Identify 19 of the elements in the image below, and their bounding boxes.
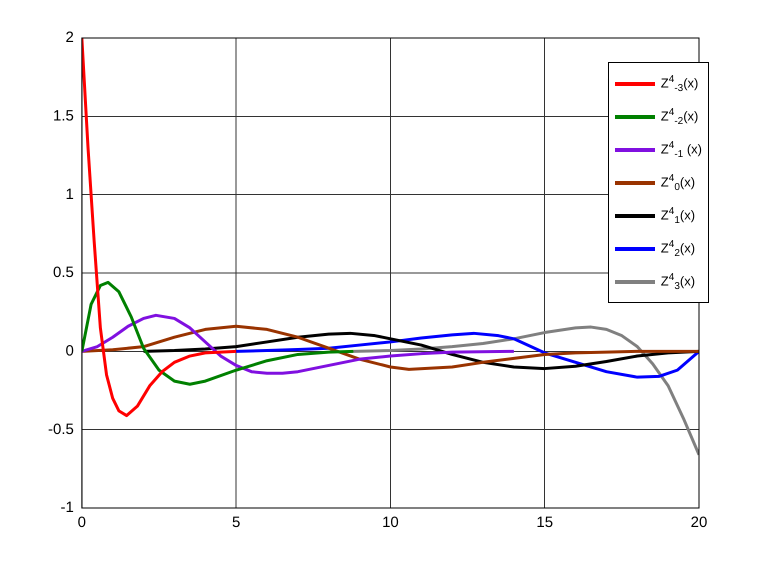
x-tick-label: 15 [536, 514, 554, 532]
y-tick-label: 1 [66, 186, 74, 203]
y-tick-label: 2 [66, 29, 74, 46]
x-tick-label: 20 [690, 514, 708, 532]
legend-label: Z$^{4}$$_{-2}$(x) [660, 106, 698, 126]
legend-label: Z$^{4}$$_{3}$(x) [660, 272, 696, 292]
y-tick-label: -0.5 [48, 420, 74, 438]
y-tick-label: 0 [66, 342, 74, 360]
y-tick-label: -1 [60, 499, 74, 516]
x-tick-label: 0 [78, 514, 86, 532]
y-tick-label: 1.5 [52, 107, 74, 124]
x-tick-label: 5 [232, 514, 240, 532]
legend-label: Z$^{4}$$_{2}$(x) [660, 238, 696, 258]
legend-label: Z$^{4}$$_{-1}$ (x) [660, 140, 702, 160]
y-tick-label: 0.5 [52, 264, 74, 282]
legend-label: Z$^{4}$$_{0}$(x) [660, 172, 696, 192]
legend-label: Z$^{4}$$_{-3}$(x) [660, 74, 698, 94]
legend-label: Z$^{4}$$_{1}$(x) [660, 206, 696, 226]
x-tick-label: 10 [382, 514, 399, 532]
